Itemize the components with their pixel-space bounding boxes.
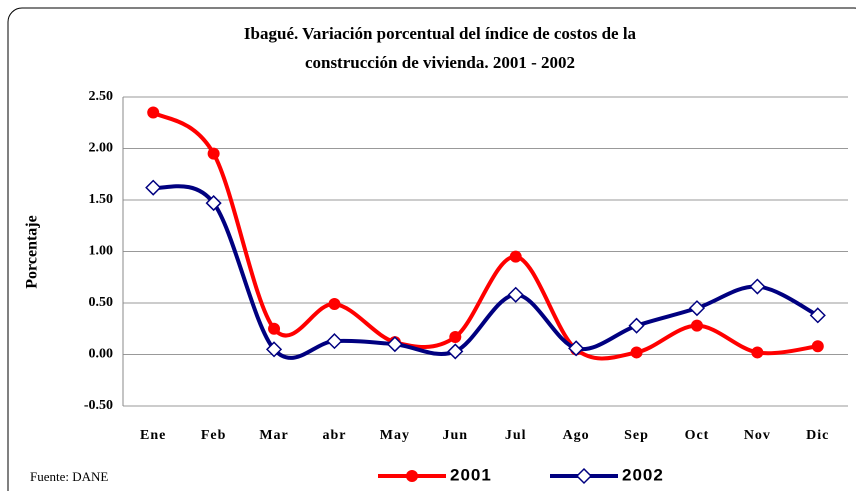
x-tick-label: May (380, 428, 410, 443)
x-tick-label: Oct (685, 428, 710, 443)
point (205, 195, 222, 212)
point (690, 319, 703, 332)
y-tick-label: 1.00 (89, 244, 114, 259)
chart-title: construcción de vivienda. 2001 - 2002 (305, 53, 575, 72)
y-tick-label: 2.50 (89, 89, 114, 104)
point (147, 106, 160, 119)
chart-frame (7, 7, 856, 491)
x-tick-label: Sep (624, 428, 649, 443)
point (265, 341, 283, 358)
point (630, 346, 643, 359)
x-tick-label: Nov (744, 428, 771, 443)
point (628, 317, 645, 334)
y-tick-label: 0.50 (89, 295, 114, 310)
x-tick-label: Ene (140, 428, 166, 443)
chart-title: Ibagué. Variación porcentual del índice … (244, 24, 637, 43)
point (449, 330, 462, 343)
point (268, 322, 281, 335)
x-tick-label: Dic (806, 428, 829, 443)
point (207, 147, 220, 160)
y-tick-label: 2.00 (89, 141, 114, 156)
x-tick-label: abr (322, 428, 346, 443)
x-tick-label: Ago (563, 428, 590, 443)
point (145, 179, 162, 196)
point (328, 298, 341, 311)
y-tick-label: 1.50 (89, 192, 114, 207)
point (749, 278, 766, 295)
y-axis-label: Porcentaje (24, 215, 41, 288)
legend-label: 2002 (622, 465, 664, 484)
point (809, 307, 826, 324)
point (575, 467, 593, 485)
point (751, 346, 764, 359)
legend-label: 2001 (450, 465, 492, 484)
source-note: Fuente: DANE (30, 469, 108, 484)
point (447, 343, 464, 360)
point (406, 470, 418, 482)
y-tick-label: -0.50 (84, 398, 113, 413)
point (326, 333, 343, 350)
point (507, 286, 524, 303)
x-tick-label: Jun (443, 428, 469, 443)
y-tick-label: 0.00 (89, 347, 114, 362)
point (688, 300, 706, 317)
x-tick-label: Mar (259, 428, 288, 443)
point (568, 340, 585, 357)
point (386, 336, 403, 353)
point (509, 250, 522, 263)
x-tick-label: Feb (201, 428, 227, 443)
point (811, 340, 824, 353)
x-tick-label: Jul (505, 428, 527, 443)
